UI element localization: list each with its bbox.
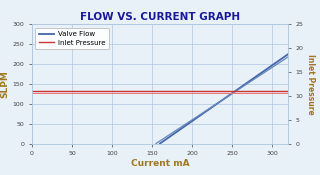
Inlet Pressure	[153, 90, 157, 92]
Valve Flow	[234, 89, 238, 91]
Inlet Pressure	[286, 90, 290, 92]
Inlet Pressure	[280, 90, 284, 92]
Valve Flow	[274, 62, 278, 64]
Line: Valve Flow: Valve Flow	[160, 54, 288, 144]
Inlet Pressure	[30, 90, 34, 92]
Valve Flow	[158, 142, 162, 145]
X-axis label: Current mA: Current mA	[131, 159, 189, 168]
Inlet Pressure	[240, 90, 244, 92]
Inlet Pressure	[169, 90, 172, 92]
Inlet Pressure	[152, 90, 156, 92]
Y-axis label: Inlet Pressure: Inlet Pressure	[306, 54, 315, 114]
Valve Flow	[266, 67, 270, 69]
Valve Flow	[236, 88, 240, 90]
Title: FLOW VS. CURRENT GRAPH: FLOW VS. CURRENT GRAPH	[80, 12, 240, 22]
Valve Flow	[158, 142, 162, 144]
Y-axis label: SLPM: SLPM	[1, 70, 10, 98]
Valve Flow	[286, 53, 290, 55]
Legend: Valve Flow, Inlet Pressure: Valve Flow, Inlet Pressure	[36, 28, 109, 49]
Inlet Pressure	[182, 90, 186, 92]
Valve Flow	[234, 90, 238, 92]
